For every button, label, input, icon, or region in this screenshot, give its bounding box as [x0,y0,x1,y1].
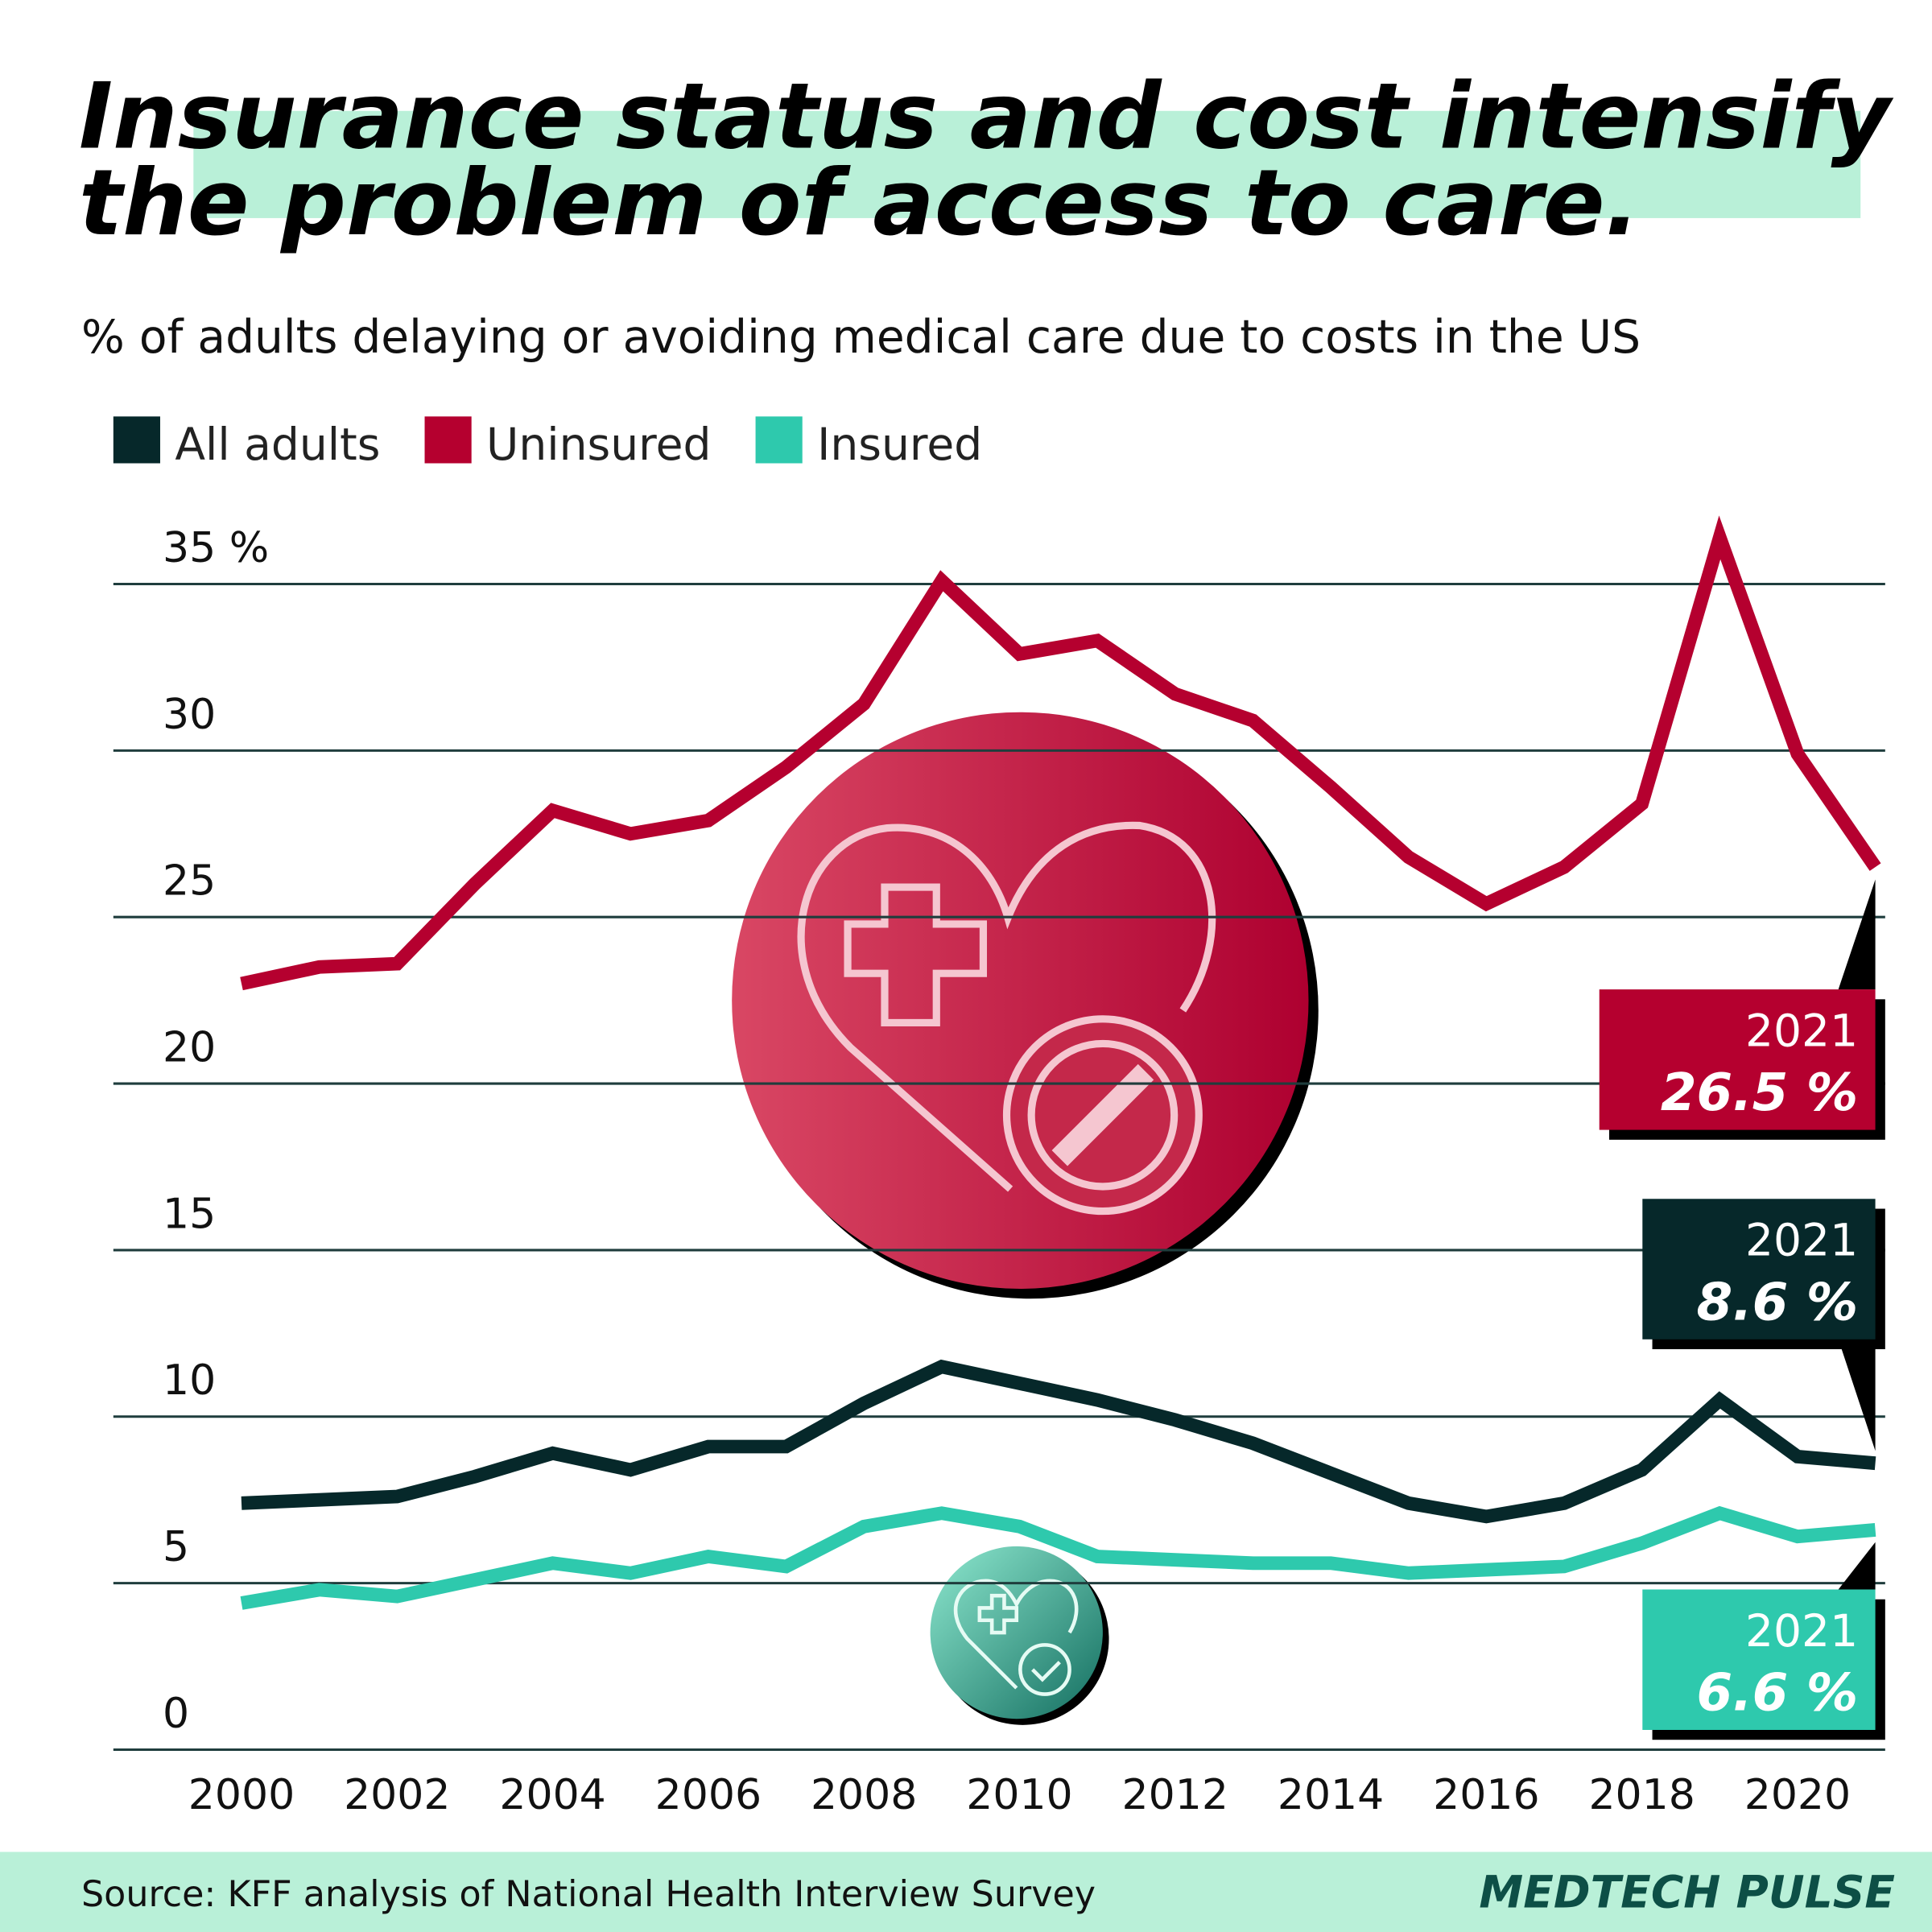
callout-year: 2021 [1745,1605,1858,1657]
x-tick-label: 2004 [499,1771,605,1819]
callout-pointer [1838,1339,1876,1451]
title-highlight [193,110,1861,218]
y-tick-label: 10 [163,1356,216,1405]
callout-value: 6.6 % [1697,1662,1859,1723]
x-tick-label: 2002 [344,1771,450,1819]
y-tick-label: 0 [163,1690,189,1738]
x-tick-label: 2000 [188,1771,295,1819]
series-line [240,1505,1876,1610]
y-tick-label: 20 [163,1024,216,1072]
callout: 2021 26.5 % [1599,879,1885,1140]
legend-label: Insured [817,419,982,470]
callout-box [1642,1589,1876,1730]
callout-pointer [1838,1542,1876,1590]
callout-year: 2021 [1745,1005,1858,1056]
legend-swatch [755,416,803,464]
y-tick-label: 5 [163,1523,189,1571]
x-tick-label: 2018 [1588,1771,1695,1819]
x-tick-label: 2014 [1278,1771,1384,1819]
y-tick-label: 35 % [163,524,269,572]
brand: MEDTECH PULSE [1479,1866,1895,1918]
series-line [240,515,1881,991]
y-tick-label: 30 [163,691,216,739]
footer [0,1852,1932,1932]
callout-box [1599,989,1876,1130]
series-line [241,1359,1876,1524]
callout-pointer [1838,879,1876,990]
callout-box [1642,1199,1876,1340]
x-tick-label: 2020 [1744,1771,1851,1819]
chart-title: the problem of access to care. [79,150,1640,256]
y-tick-label: 15 [163,1190,216,1238]
x-tick-label: 2010 [966,1771,1072,1819]
legend-label: All adults [175,419,380,470]
callout: 2021 8.6 % [1642,1199,1885,1451]
legend-swatch [424,416,472,464]
x-tick-label: 2012 [1122,1771,1228,1819]
callout-value: 8.6 % [1697,1272,1859,1332]
x-tick-label: 2006 [655,1771,762,1819]
source: Source: KFF analysis of National Health … [81,1874,1096,1915]
icon-small [930,1546,1109,1725]
chart-title: Insurance status and cost intensify [79,64,1894,170]
x-tick-label: 2016 [1433,1771,1539,1819]
callout-year: 2021 [1745,1215,1858,1266]
callout-value: 26.5 % [1661,1063,1858,1123]
legend-swatch [113,416,160,464]
legend-label: Uninsured [486,419,711,470]
chart-subtitle: % of adults delaying or avoiding medical… [81,311,1641,364]
x-tick-label: 2008 [811,1771,917,1819]
y-tick-label: 25 [163,857,216,906]
icon-large [732,712,1319,1299]
